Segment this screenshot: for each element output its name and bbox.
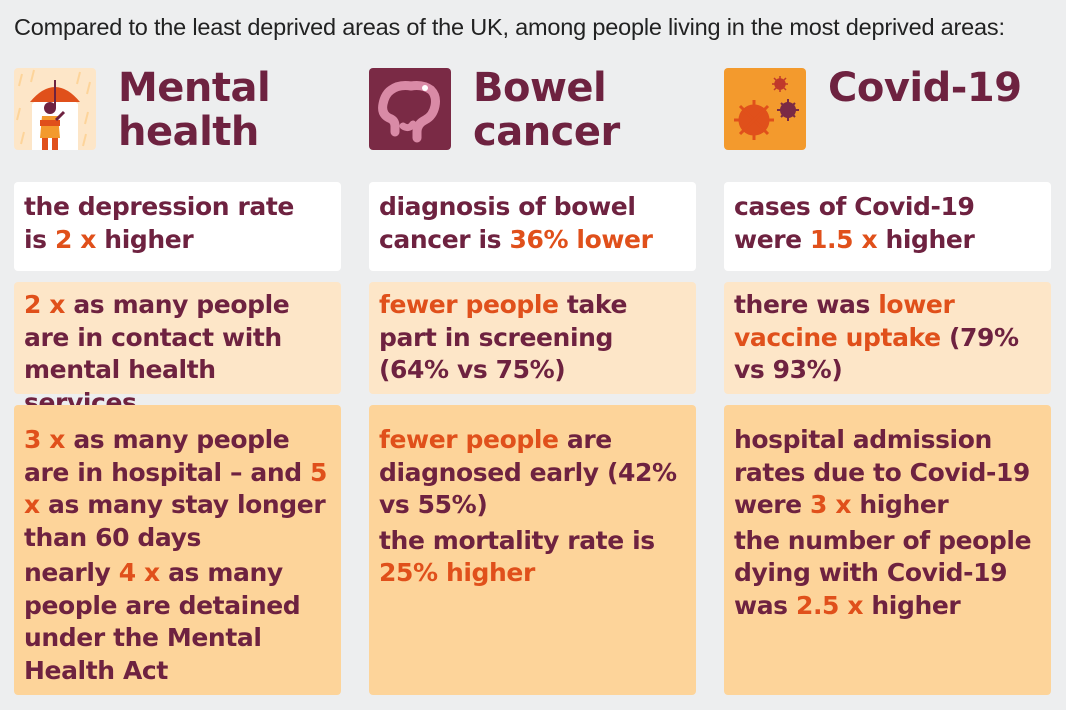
bowel-icon bbox=[369, 68, 451, 150]
card-text: were bbox=[734, 224, 811, 254]
card-paragraph: hospital admission rates due to Covid-19… bbox=[734, 424, 1041, 522]
card-text: take part in screening (64% vs 75%) bbox=[379, 290, 628, 384]
category-title: Bowel cancer bbox=[473, 66, 620, 154]
card-highlight: 2 x bbox=[24, 290, 66, 319]
card-highlight: lower vaccine uptake bbox=[734, 290, 955, 352]
card-paragraph: nearly 4 x as many people are detained u… bbox=[24, 557, 331, 687]
intro-heading: Compared to the least deprived areas of … bbox=[14, 14, 1005, 40]
stat-card-secondary: fewer people take part in screening (64%… bbox=[369, 282, 696, 394]
card-text: are diagnosed early (42% vs 55%) bbox=[379, 425, 677, 519]
card-text: as many people are detained under the Me… bbox=[24, 558, 301, 685]
stat-card-tertiary: hospital admission rates due to Covid-19… bbox=[724, 405, 1051, 695]
card-text: higher bbox=[863, 590, 961, 620]
card-highlight: 2.5 x bbox=[795, 590, 864, 620]
stat-card-tertiary: 3 x as many people are in hospital – and… bbox=[14, 405, 341, 695]
card-text: (79% vs 93%) bbox=[734, 322, 1019, 385]
virus-icon bbox=[724, 68, 806, 150]
title-line-2: cancer bbox=[473, 109, 620, 155]
category-title: Covid-19 bbox=[828, 66, 1022, 110]
card-text: as many stay longer than 60 days bbox=[24, 490, 326, 552]
card-text: cases of Covid-19 bbox=[734, 192, 975, 221]
stat-card-secondary: 2 x as many people are in contact with m… bbox=[14, 282, 341, 417]
card-highlight: 25% higher bbox=[379, 558, 535, 587]
card-text: the number of people dying with Covid-19… bbox=[734, 525, 1032, 620]
card-highlight: fewer people bbox=[379, 290, 559, 319]
card-highlight: 5 x bbox=[24, 457, 328, 520]
card-text: the depression rate bbox=[24, 192, 294, 221]
card-text: hospital admission rates due to Covid-19… bbox=[734, 425, 1030, 519]
card-highlight: 1.5 x bbox=[810, 224, 878, 254]
card-highlight: 4 x bbox=[118, 558, 160, 587]
title-line-1: Bowel bbox=[473, 65, 607, 111]
card-text: is bbox=[24, 224, 55, 254]
card-paragraph: 3 x as many people are in hospital – and… bbox=[24, 424, 331, 554]
stat-card-tertiary: fewer people are diagnosed early (42% vs… bbox=[369, 405, 696, 695]
stat-card-primary: diagnosis of bowel cancer is 36% lower bbox=[369, 182, 696, 271]
card-text: the mortality rate is bbox=[379, 525, 655, 555]
card-text: as many people are in hospital – and bbox=[24, 425, 311, 487]
card-text: higher bbox=[851, 490, 949, 519]
stat-card-primary: the depression rate is 2 x higher bbox=[14, 182, 341, 271]
card-text: there was bbox=[734, 290, 879, 319]
stat-card-secondary: there was lower vaccine uptake (79% vs 9… bbox=[724, 282, 1051, 394]
card-highlight: fewer people bbox=[379, 425, 559, 454]
category-title: Mental health bbox=[118, 65, 271, 155]
card-highlight: 3 x bbox=[810, 490, 852, 519]
title-line-2: health bbox=[118, 109, 259, 155]
title-line-1: Mental bbox=[118, 65, 271, 111]
card-highlight: 3 x bbox=[24, 425, 66, 454]
title-line-1: Covid-19 bbox=[828, 65, 1022, 111]
umbrella-person-icon bbox=[14, 68, 96, 150]
card-paragraph: fewer people are diagnosed early (42% vs… bbox=[379, 424, 686, 522]
card-text: cancer is bbox=[379, 224, 510, 254]
card-text: nearly bbox=[24, 558, 119, 587]
card-highlight: 2 x bbox=[54, 224, 96, 254]
card-highlight: 36% lower bbox=[509, 224, 653, 254]
card-text: higher bbox=[96, 224, 194, 254]
stat-card-primary: cases of Covid-19 were 1.5 x higher bbox=[724, 182, 1051, 271]
card-text: diagnosis of bowel bbox=[379, 192, 636, 221]
card-paragraph: the mortality rate is 25% higher bbox=[379, 525, 686, 590]
card-paragraph: the number of people dying with Covid-19… bbox=[734, 525, 1041, 623]
card-text: higher bbox=[877, 224, 975, 254]
